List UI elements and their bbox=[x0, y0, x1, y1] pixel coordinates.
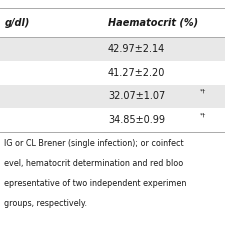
Text: 32.07±1.07: 32.07±1.07 bbox=[108, 91, 165, 101]
Bar bbox=[0, 37, 225, 61]
Text: epresentative of two independent experimen: epresentative of two independent experim… bbox=[4, 179, 187, 188]
Bar bbox=[0, 85, 225, 108]
Text: evel, hematocrit determination and red bloo: evel, hematocrit determination and red b… bbox=[4, 159, 184, 168]
Text: 34.85±0.99: 34.85±0.99 bbox=[108, 115, 165, 125]
Text: groups, respectively.: groups, respectively. bbox=[4, 199, 88, 208]
Text: g/dl): g/dl) bbox=[4, 18, 30, 28]
Text: 41.27±2.20: 41.27±2.20 bbox=[108, 68, 165, 78]
Text: IG or CL Brener (single infection); or coinfect: IG or CL Brener (single infection); or c… bbox=[4, 139, 184, 148]
Text: 42.97±2.14: 42.97±2.14 bbox=[108, 44, 165, 54]
Text: Haematocrit (%): Haematocrit (%) bbox=[108, 18, 198, 28]
Text: *†: *† bbox=[199, 112, 206, 117]
Text: *†: *† bbox=[199, 89, 206, 94]
